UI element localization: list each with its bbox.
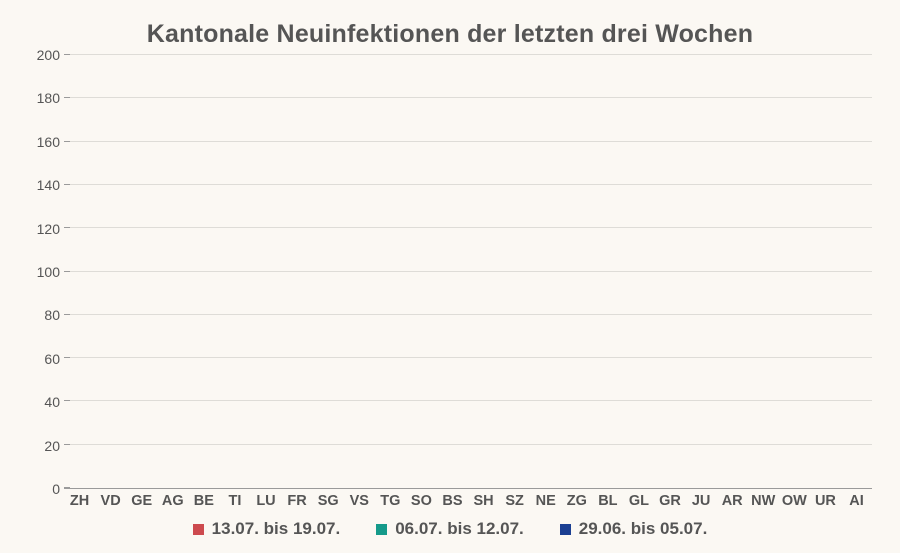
chart-container: Kantonale Neuinfektionen der letzten dre… [0, 0, 900, 553]
y-tick-label: 0 [52, 481, 60, 497]
x-tick-label: OW [779, 493, 810, 509]
legend-label-2: 29.06. bis 05.07. [579, 519, 708, 539]
x-tick-label: SG [313, 493, 344, 509]
chart-title: Kantonale Neuinfektionen der letzten dre… [28, 20, 872, 49]
x-tick-label: BS [437, 493, 468, 509]
legend-swatch-1 [376, 524, 387, 535]
legend-label-0: 13.07. bis 19.07. [212, 519, 341, 539]
legend-label-1: 06.07. bis 12.07. [395, 519, 524, 539]
x-tick-label: NW [748, 493, 779, 509]
x-tick-label: SH [468, 493, 499, 509]
x-tick-label: VD [95, 493, 126, 509]
y-tick-label: 180 [37, 90, 60, 106]
x-tick-label: AR [717, 493, 748, 509]
x-tick-label: BE [188, 493, 219, 509]
x-tick-label: NE [530, 493, 561, 509]
bars-layer [64, 55, 872, 488]
x-tick-label: BL [592, 493, 623, 509]
x-tick-label: AI [841, 493, 872, 509]
x-tick-label: JU [686, 493, 717, 509]
y-tick-label: 160 [37, 134, 60, 150]
x-tick-label: SO [406, 493, 437, 509]
legend-item-2: 29.06. bis 05.07. [560, 519, 708, 539]
x-tick-label: GL [623, 493, 654, 509]
x-tick-label: ZG [561, 493, 592, 509]
x-tick-label: GE [126, 493, 157, 509]
legend-item-0: 13.07. bis 19.07. [193, 519, 341, 539]
x-tick-label: TI [219, 493, 250, 509]
x-tick-label: TG [375, 493, 406, 509]
y-tick-label: 140 [37, 177, 60, 193]
x-tick-label: FR [282, 493, 313, 509]
legend-swatch-2 [560, 524, 571, 535]
y-tick-label: 100 [37, 264, 60, 280]
legend-item-1: 06.07. bis 12.07. [376, 519, 524, 539]
y-tick-label: 120 [37, 221, 60, 237]
x-axis: ZHVDGEAGBETILUFRSGVSTGSOBSSHSZNEZGBLGLGR… [28, 493, 872, 509]
x-tick-label: UR [810, 493, 841, 509]
y-tick-label: 80 [44, 307, 60, 323]
x-tick-label: GR [654, 493, 685, 509]
x-tick-label: LU [250, 493, 281, 509]
x-tick-label: AG [157, 493, 188, 509]
plot-area [64, 55, 872, 489]
y-tick-label: 20 [44, 438, 60, 454]
x-tick-label: SZ [499, 493, 530, 509]
x-tick-label: VS [344, 493, 375, 509]
plot-row: 020406080100120140160180200 [28, 55, 872, 489]
y-axis: 020406080100120140160180200 [28, 55, 64, 489]
y-tick-label: 60 [44, 351, 60, 367]
y-tick-label: 200 [37, 47, 60, 63]
legend: 13.07. bis 19.07. 06.07. bis 12.07. 29.0… [28, 519, 872, 539]
x-tick-label: ZH [64, 493, 95, 509]
legend-swatch-0 [193, 524, 204, 535]
y-tick-label: 40 [44, 394, 60, 410]
